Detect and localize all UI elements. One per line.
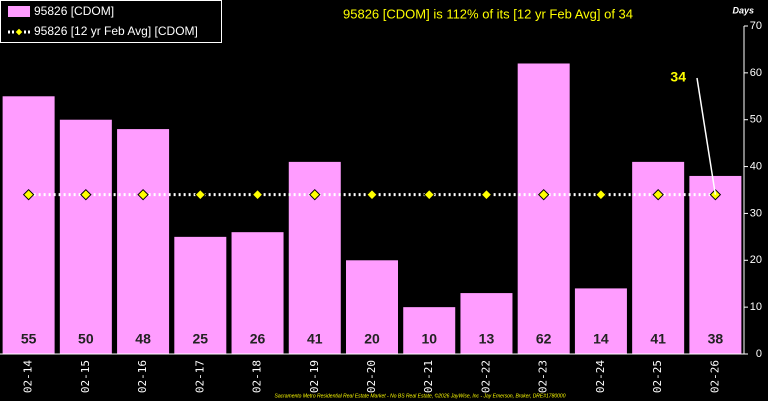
data-label: 20: [364, 331, 380, 347]
bar: [460, 293, 513, 354]
avg-marker: [251, 188, 264, 201]
x-tick-label: 02-20: [365, 360, 378, 393]
avg-marker: [652, 188, 664, 201]
x-tick-label: 02-25: [651, 360, 664, 393]
footer: Sacramento Metro Residential Real Estate…: [275, 392, 566, 399]
data-label: 13: [479, 331, 495, 347]
data-label: 14: [593, 331, 609, 347]
avg-marker: [309, 188, 321, 201]
y-tick-label: 70: [750, 20, 762, 32]
bar: [403, 307, 456, 354]
x-tick-label: 02-19: [308, 360, 321, 393]
y-tick-label: 30: [750, 207, 762, 219]
annotation-leader: [696, 77, 717, 195]
x-tick-label: 02-17: [193, 360, 206, 393]
avg-marker: [366, 188, 378, 201]
x-tick-label: 02-21: [422, 360, 435, 393]
data-label: 62: [536, 331, 552, 347]
x-tick-label: 02-24: [594, 360, 607, 393]
x-tick-label: 02-18: [251, 360, 264, 393]
data-label: 48: [135, 331, 151, 347]
legend-label: 95826 [CDOM]: [34, 4, 114, 18]
avg-marker: [595, 188, 607, 201]
y-axis-label: Days: [732, 5, 754, 15]
avg-marker: [709, 188, 722, 201]
annotation: 34: [670, 69, 686, 85]
x-tick-label: 02-15: [79, 360, 92, 393]
bar: [574, 288, 627, 354]
bar: [2, 96, 55, 355]
legend-label: 95826 [12 yr Feb Avg] [CDOM]: [34, 24, 198, 38]
legend-box: [0, 0, 222, 43]
legend: 95826 [CDOM] 95826 [12 yr Feb Avg] [CDOM…: [0, 0, 222, 43]
data-label: 10: [421, 331, 437, 347]
x-tick-label: 02-26: [708, 360, 721, 393]
data-label: 50: [78, 331, 94, 347]
bar: [231, 232, 284, 354]
bar: [59, 119, 112, 354]
y-tick-label: 60: [750, 67, 762, 79]
data-label: 26: [250, 331, 266, 347]
x-tick-label: 02-16: [136, 360, 149, 393]
data-label: 41: [307, 331, 323, 347]
legend-swatch: [8, 6, 30, 17]
bar: [517, 63, 570, 354]
x-tick-label: 02-23: [537, 360, 550, 393]
avg-marker: [423, 188, 435, 201]
x-tick-label: 02-14: [22, 360, 35, 393]
y-tick-label: 40: [750, 160, 762, 172]
data-label: 55: [21, 331, 37, 347]
bar: [346, 260, 398, 354]
y-tick-label: 0: [756, 348, 762, 360]
avg-marker: [137, 188, 149, 201]
avg-marker: [537, 188, 550, 201]
bar: [117, 129, 170, 354]
avg-marker: [80, 188, 92, 201]
y-tick-label: 20: [750, 254, 762, 266]
y-tick-label: 10: [750, 301, 762, 313]
avg-marker: [22, 188, 35, 201]
data-label: 38: [708, 331, 724, 347]
avg-marker: [480, 188, 493, 201]
bar: [689, 175, 742, 354]
avg-marker: [194, 188, 207, 201]
bar: [174, 236, 227, 354]
data-label: 41: [650, 331, 666, 347]
y-tick-label: 50: [750, 114, 762, 126]
data-label: 25: [193, 331, 209, 347]
legend-marker: [14, 27, 24, 37]
chart-title: 95826 [CDOM] is 112% of its [12 yr Feb A…: [343, 6, 633, 21]
x-tick-label: 02-22: [479, 360, 492, 393]
